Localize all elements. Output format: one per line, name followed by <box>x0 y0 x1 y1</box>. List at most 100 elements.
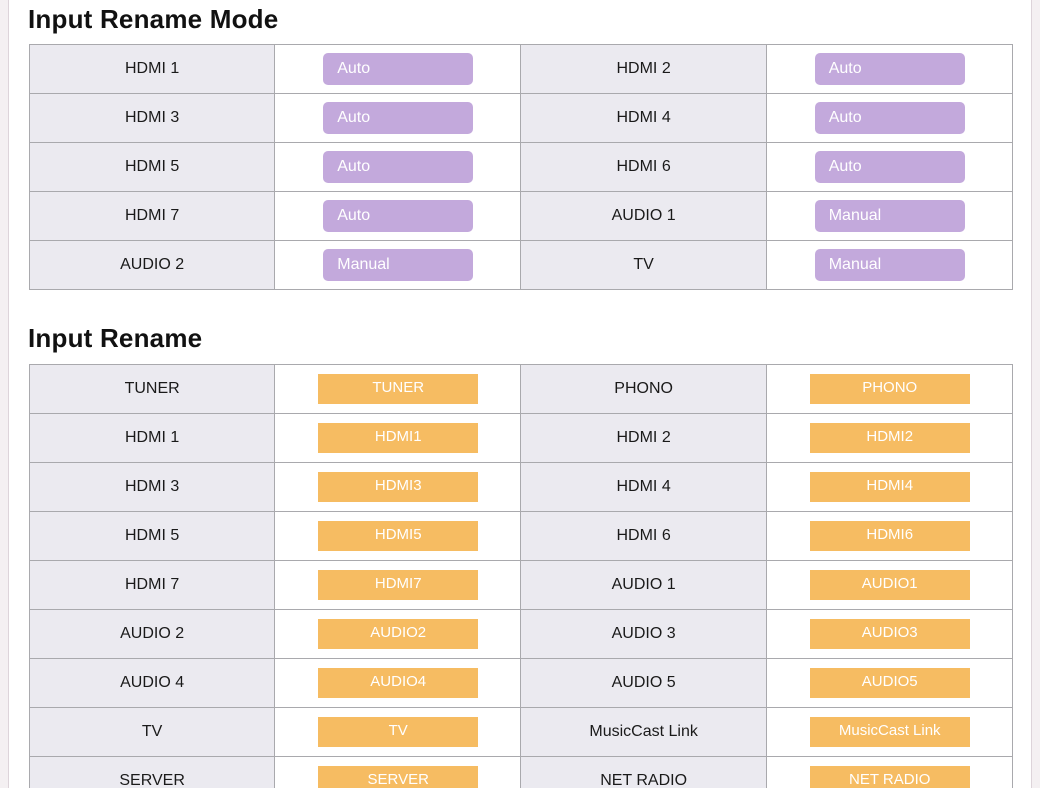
table-row: HDMI 3 HDMI3 HDMI 4 HDMI4 <box>28 462 1014 512</box>
value-cell: Auto <box>274 44 522 94</box>
table-row: AUDIO 2 Manual TV Manual <box>28 240 1014 290</box>
input-label: HDMI 4 <box>520 93 767 143</box>
input-label: AUDIO 2 <box>28 240 276 290</box>
input-label: AUDIO 1 <box>520 560 767 610</box>
input-label: HDMI 4 <box>520 462 767 512</box>
value-cell: AUDIO5 <box>765 658 1014 708</box>
table-row: HDMI 3 Auto HDMI 4 Auto <box>28 93 1014 143</box>
input-label: HDMI 3 <box>28 93 276 143</box>
value-cell: TUNER <box>274 364 522 414</box>
input-label: AUDIO 4 <box>28 658 276 708</box>
rename-value-button[interactable]: AUDIO1 <box>809 570 970 600</box>
input-rename-title: Input Rename <box>28 323 203 353</box>
value-cell: HDMI5 <box>274 511 522 561</box>
input-label: SERVER <box>28 756 276 788</box>
value-cell: HDMI1 <box>274 413 522 463</box>
rename-value-button[interactable]: TUNER <box>318 374 479 404</box>
table-row: AUDIO 2 AUDIO2 AUDIO 3 AUDIO3 <box>28 609 1014 659</box>
input-label: HDMI 6 <box>520 142 767 192</box>
rename-value-button[interactable]: PHONO <box>809 374 970 404</box>
rename-mode-button[interactable]: Auto <box>814 102 965 134</box>
value-cell: Auto <box>765 44 1014 94</box>
rename-value-button[interactable]: AUDIO2 <box>318 619 479 649</box>
rename-mode-button[interactable]: Manual <box>323 249 474 281</box>
input-label: HDMI 6 <box>520 511 767 561</box>
value-cell: MusicCast Link <box>765 707 1014 757</box>
table-row: TV TV MusicCast Link MusicCast Link <box>28 707 1014 757</box>
input-label: TV <box>520 240 767 290</box>
table-row: HDMI 7 HDMI7 AUDIO 1 AUDIO1 <box>28 560 1014 610</box>
value-cell: Auto <box>274 191 522 241</box>
value-cell: Manual <box>765 240 1014 290</box>
rename-mode-button[interactable]: Auto <box>323 200 474 232</box>
rename-value-button[interactable]: NET RADIO <box>809 766 970 788</box>
rename-value-button[interactable]: TV <box>318 717 479 747</box>
rename-mode-button[interactable]: Auto <box>323 53 474 85</box>
input-label: HDMI 2 <box>520 44 767 94</box>
rename-mode-button[interactable]: Auto <box>814 151 965 183</box>
table-row: HDMI 1 HDMI1 HDMI 2 HDMI2 <box>28 413 1014 463</box>
settings-panel: Input Rename Mode HDMI 1 Auto HDMI 2 Auto HD… <box>8 0 1032 788</box>
input-label: HDMI 7 <box>28 191 276 241</box>
rename-mode-button[interactable]: Manual <box>814 200 965 232</box>
input-rename-mode-title: Input Rename Mode <box>28 4 279 34</box>
value-cell: AUDIO4 <box>274 658 522 708</box>
rename-value-button[interactable]: AUDIO5 <box>809 668 970 698</box>
value-cell: AUDIO1 <box>765 560 1014 610</box>
input-label: HDMI 5 <box>28 142 276 192</box>
input-label: HDMI 2 <box>520 413 767 463</box>
input-rename-table: TUNER TUNER PHONO PHONO HDMI 1 HDMI1 HDMI 2 HDM… <box>28 364 1014 788</box>
rename-mode-button[interactable]: Auto <box>323 102 474 134</box>
table-row: HDMI 5 HDMI5 HDMI 6 HDMI6 <box>28 511 1014 561</box>
input-label: MusicCast Link <box>520 707 767 757</box>
rename-value-button[interactable]: AUDIO3 <box>809 619 970 649</box>
rename-value-button[interactable]: AUDIO4 <box>318 668 479 698</box>
rename-value-button[interactable]: HDMI5 <box>318 521 479 551</box>
rename-value-button[interactable]: HDMI2 <box>809 423 970 453</box>
rename-value-button[interactable]: HDMI1 <box>318 423 479 453</box>
table-row: HDMI 7 Auto AUDIO 1 Manual <box>28 191 1014 241</box>
rename-mode-button[interactable]: Auto <box>323 151 474 183</box>
table-row: AUDIO 4 AUDIO4 AUDIO 5 AUDIO5 <box>28 658 1014 708</box>
value-cell: Auto <box>274 93 522 143</box>
value-cell: TV <box>274 707 522 757</box>
input-rename-mode-table: HDMI 1 Auto HDMI 2 Auto HDMI 3 Auto HDMI 4 Auto… <box>28 44 1014 290</box>
value-cell: HDMI4 <box>765 462 1014 512</box>
input-label: HDMI 1 <box>28 413 276 463</box>
input-label: AUDIO 1 <box>520 191 767 241</box>
input-label: AUDIO 2 <box>28 609 276 659</box>
rename-value-button[interactable]: HDMI7 <box>318 570 479 600</box>
input-label: HDMI 7 <box>28 560 276 610</box>
rename-mode-button[interactable]: Auto <box>814 53 965 85</box>
value-cell: Manual <box>765 191 1014 241</box>
input-label: HDMI 3 <box>28 462 276 512</box>
value-cell: AUDIO2 <box>274 609 522 659</box>
rename-mode-button[interactable]: Manual <box>814 249 965 281</box>
value-cell: Auto <box>765 142 1014 192</box>
rename-value-button[interactable]: MusicCast Link <box>809 717 970 747</box>
input-label: PHONO <box>520 364 767 414</box>
value-cell: HDMI6 <box>765 511 1014 561</box>
rename-value-button[interactable]: SERVER <box>318 766 479 788</box>
input-label: NET RADIO <box>520 756 767 788</box>
input-label: AUDIO 3 <box>520 609 767 659</box>
table-row: HDMI 5 Auto HDMI 6 Auto <box>28 142 1014 192</box>
value-cell: Auto <box>274 142 522 192</box>
rename-value-button[interactable]: HDMI6 <box>809 521 970 551</box>
value-cell: HDMI7 <box>274 560 522 610</box>
input-label: HDMI 5 <box>28 511 276 561</box>
input-label: TV <box>28 707 276 757</box>
input-label: TUNER <box>28 364 276 414</box>
rename-value-button[interactable]: HDMI4 <box>809 472 970 502</box>
input-label: HDMI 1 <box>28 44 276 94</box>
value-cell: Manual <box>274 240 522 290</box>
value-cell: HDMI3 <box>274 462 522 512</box>
rename-value-button[interactable]: HDMI3 <box>318 472 479 502</box>
value-cell: SERVER <box>274 756 522 788</box>
value-cell: NET RADIO <box>765 756 1014 788</box>
value-cell: Auto <box>765 93 1014 143</box>
table-row: SERVER SERVER NET RADIO NET RADIO <box>28 756 1014 788</box>
table-row: HDMI 1 Auto HDMI 2 Auto <box>28 44 1014 94</box>
input-label: AUDIO 5 <box>520 658 767 708</box>
value-cell: PHONO <box>765 364 1014 414</box>
